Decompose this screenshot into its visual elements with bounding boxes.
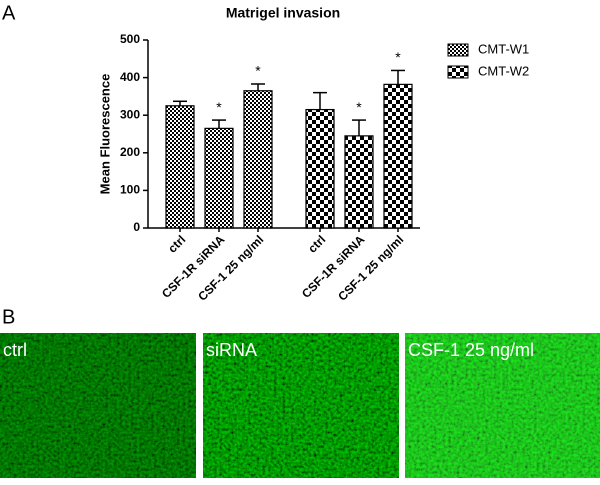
image-label: siRNA — [206, 340, 257, 360]
legend-label: CMT-W1 — [478, 41, 529, 56]
error-bar — [251, 83, 265, 91]
error-bar — [391, 69, 405, 85]
significance-mark: * — [216, 99, 222, 115]
micrograph: CSF-1 25 ng/ml — [405, 333, 600, 478]
micrograph: ctrl — [0, 333, 196, 478]
image-cells — [0, 333, 196, 478]
y-tick-label: 400 — [120, 70, 140, 84]
bar — [344, 135, 374, 229]
image-label: CSF-1 25 ng/ml — [408, 340, 534, 360]
panel-label: A — [2, 2, 16, 24]
y-tick-label: 100 — [120, 183, 140, 197]
legend-swatch — [447, 65, 469, 79]
significance-mark: * — [255, 63, 261, 79]
x-tick-label: ctrl — [165, 232, 188, 255]
image-label: ctrl — [3, 340, 27, 360]
error-bar — [352, 119, 366, 136]
chart-title: Matrigel invasion — [226, 5, 340, 21]
significance-mark: * — [395, 49, 401, 65]
significance-mark: * — [356, 99, 362, 115]
x-tick-label: ctrl — [305, 232, 328, 255]
bar — [305, 108, 335, 229]
error-bar — [313, 91, 327, 110]
panel-label: B — [2, 306, 15, 328]
bar — [243, 90, 273, 229]
bar — [383, 83, 413, 229]
image-cells — [405, 333, 600, 478]
y-axis-label: Mean Fluorescence — [97, 74, 112, 195]
legend-swatch — [447, 43, 469, 57]
y-tick-label: 300 — [120, 107, 140, 121]
error-bar — [212, 119, 226, 129]
legend-label: CMT-W2 — [478, 63, 529, 78]
y-tick-label: 0 — [133, 220, 140, 234]
bar — [204, 127, 234, 229]
bar — [165, 105, 195, 229]
y-tick-label: 500 — [120, 32, 140, 46]
micrograph: siRNA — [203, 333, 399, 478]
image-glow — [405, 333, 600, 478]
image-cells — [203, 333, 399, 478]
micrographs: ctrl siRNA CSF-1 25 ng/ml — [0, 333, 600, 478]
y-tick-label: 200 — [120, 145, 140, 159]
error-bar — [173, 100, 187, 106]
